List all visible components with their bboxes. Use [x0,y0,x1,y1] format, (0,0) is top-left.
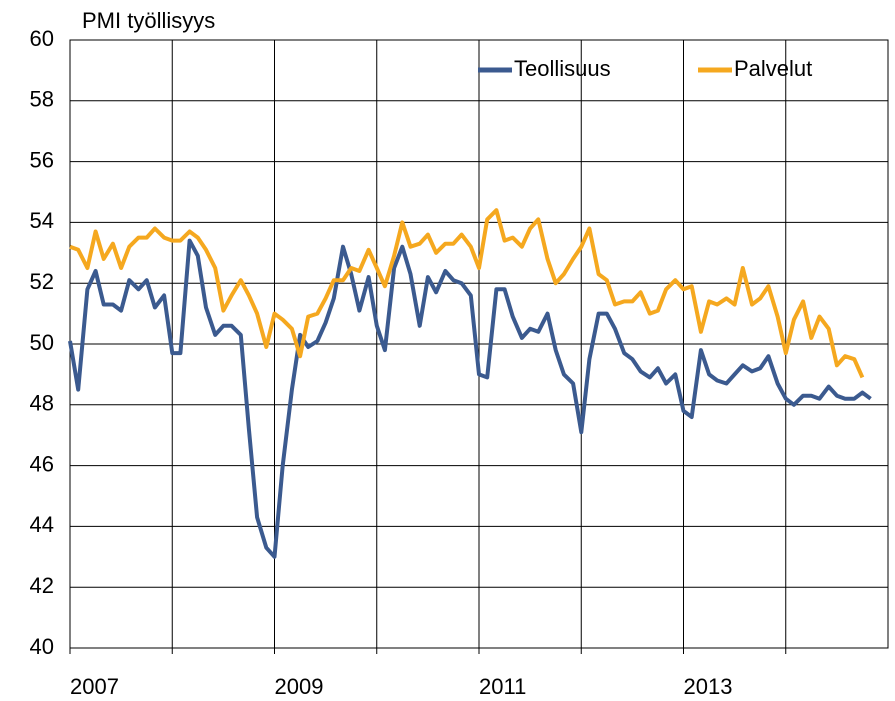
y-tick-label: 46 [30,451,54,476]
y-tick-label: 56 [30,147,54,172]
y-tick-label: 60 [30,26,54,51]
x-tick-label: 2013 [684,674,733,699]
y-tick-label: 54 [30,208,54,233]
y-tick-label: 44 [30,512,54,537]
x-tick-label: 2009 [275,674,324,699]
x-tick-label: 2011 [479,674,526,699]
y-tick-label: 40 [30,634,54,659]
chart-title: PMI työllisyys [82,8,215,33]
legend-label: Teollisuus [514,56,611,81]
y-tick-label: 50 [30,330,54,355]
y-tick-label: 52 [30,269,54,294]
x-tick-label: 2007 [70,674,119,699]
legend-label: Palvelut [734,56,812,81]
y-tick-label: 42 [30,573,54,598]
series-line [69,208,865,379]
series-line [68,238,872,559]
y-tick-label: 48 [30,391,54,416]
y-tick-label: 58 [30,87,54,112]
